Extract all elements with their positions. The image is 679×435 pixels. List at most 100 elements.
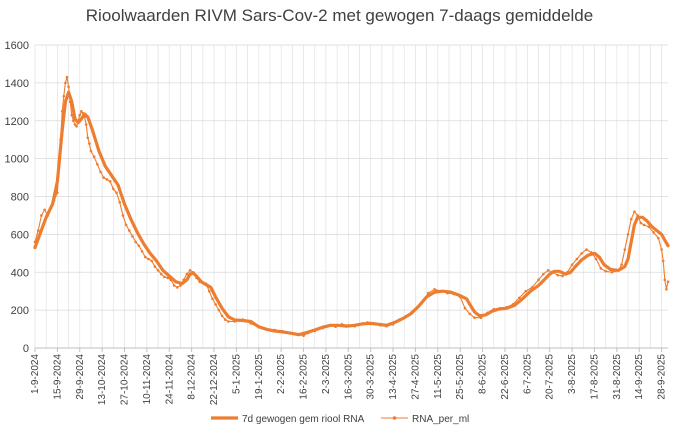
data-point-rna-per-ml — [96, 163, 99, 166]
data-point-rna-per-ml — [604, 270, 607, 273]
legend-label-7d-gewogen: 7d gewogen gem riool RNA — [242, 414, 365, 425]
data-point-rna-per-ml — [223, 318, 227, 321]
x-tick-label: 8-6-2025 — [478, 354, 489, 394]
data-point-rna-per-ml — [75, 125, 78, 128]
y-tick-label: 1600 — [5, 40, 29, 52]
data-point-rna-per-ml — [163, 275, 166, 279]
data-point-rna-per-ml — [463, 306, 467, 310]
data-point-rna-per-ml — [112, 187, 115, 191]
data-point-rna-per-ml — [585, 248, 588, 251]
x-tick-label: 31-8-2025 — [612, 354, 623, 400]
data-point-rna-per-ml — [143, 255, 147, 259]
x-tick-label: 17-8-2025 — [589, 354, 600, 400]
data-point-rna-per-ml — [575, 257, 579, 261]
data-point-rna-per-ml — [661, 259, 665, 263]
data-point-rna-per-ml — [88, 142, 91, 145]
series-layer — [33, 75, 670, 337]
data-point-rna-per-ml — [134, 240, 138, 244]
data-point-rna-per-ml — [64, 81, 67, 85]
data-point-rna-per-ml — [663, 278, 667, 282]
y-tick-label: 1200 — [5, 116, 29, 128]
data-point-rna-per-ml — [220, 314, 224, 318]
data-point-rna-per-ml — [518, 296, 521, 300]
x-tick-label: 11-5-2025 — [433, 354, 444, 399]
data-point-rna-per-ml — [62, 94, 66, 98]
data-point-rna-per-ml — [105, 178, 109, 181]
data-point-rna-per-ml — [80, 109, 83, 113]
data-point-rna-per-ml — [137, 244, 141, 248]
x-tick-label: 10-11-2024 — [142, 354, 153, 405]
data-point-rna-per-ml — [40, 214, 43, 217]
data-point-rna-per-ml — [207, 289, 211, 293]
x-tick-label: 15-9-2024 — [52, 354, 63, 400]
data-point-rna-per-ml — [657, 236, 660, 240]
data-point-rna-per-ml — [626, 233, 630, 236]
data-point-rna-per-ml — [599, 267, 603, 270]
data-point-rna-per-ml — [115, 191, 118, 195]
data-point-rna-per-ml — [629, 217, 633, 221]
data-point-rna-per-ml — [561, 274, 564, 278]
data-point-rna-per-ml — [175, 286, 179, 289]
data-point-rna-per-ml — [623, 248, 627, 251]
data-point-rna-per-ml — [70, 113, 74, 117]
x-tick-label: 8-12-2024 — [187, 354, 198, 400]
x-tick-label: 14-9-2025 — [634, 354, 645, 400]
data-point-rna-per-ml — [188, 269, 192, 272]
data-point-rna-per-ml — [92, 155, 96, 159]
legend-label-rna-per-ml: RNA_per_ml — [412, 414, 469, 425]
data-point-rna-per-ml — [156, 269, 160, 272]
data-point-rna-per-ml — [99, 170, 102, 174]
x-tick-label: 27-10-2024 — [120, 354, 131, 406]
data-point-rna-per-ml — [468, 312, 472, 316]
series-line-rna-per-ml — [34, 77, 669, 337]
data-point-rna-per-ml — [118, 200, 122, 204]
chart-title: Rioolwaarden RIVM Sars-Cov-2 met gewogen… — [85, 6, 594, 25]
data-point-rna-per-ml — [65, 75, 69, 79]
x-tick-label: 3-8-2025 — [567, 354, 578, 394]
x-tick-label: 2-3-2025 — [321, 354, 332, 394]
x-tick-label: 5-1-2025 — [231, 354, 242, 394]
data-point-rna-per-ml — [67, 85, 70, 88]
x-tick-label: 24-11-2024 — [164, 354, 175, 405]
x-tick-label: 27-4-2025 — [410, 354, 421, 400]
data-point-rna-per-ml — [121, 214, 125, 217]
data-point-rna-per-ml — [166, 276, 169, 280]
data-point-rna-per-ml — [73, 123, 77, 126]
data-point-rna-per-ml — [546, 269, 550, 272]
data-point-rna-per-ml — [128, 229, 131, 232]
data-point-rna-per-ml — [227, 320, 230, 323]
y-tick-label: 600 — [11, 229, 29, 241]
gridlines — [34, 44, 668, 349]
data-point-rna-per-ml — [147, 257, 150, 261]
data-point-rna-per-ml — [620, 263, 623, 266]
data-point-rna-per-ml — [131, 234, 134, 238]
data-point-rna-per-ml — [159, 272, 163, 276]
x-tick-label: 16-3-2025 — [343, 354, 354, 400]
x-tick-label: 20-7-2025 — [545, 354, 556, 400]
data-point-rna-per-ml — [570, 263, 574, 266]
data-point-rna-per-ml — [84, 123, 88, 126]
data-point-rna-per-ml — [524, 289, 528, 293]
data-point-rna-per-ml — [633, 210, 636, 213]
legend-marker-rna-per-ml — [392, 416, 397, 420]
data-point-rna-per-ml — [140, 250, 144, 253]
data-point-rna-per-ml — [556, 273, 560, 277]
x-tick-label: 25-5-2025 — [455, 354, 466, 400]
x-tick-label: 28-9-2025 — [657, 354, 668, 400]
data-point-rna-per-ml — [594, 257, 598, 261]
x-tick-label: 6-7-2025 — [522, 354, 533, 394]
data-point-rna-per-ml — [665, 287, 668, 291]
y-tick-label: 800 — [11, 192, 29, 204]
data-point-rna-per-ml — [473, 316, 476, 320]
y-tick-label: 1000 — [5, 154, 29, 166]
data-point-rna-per-ml — [89, 149, 93, 153]
x-tick-label: 22-12-2024 — [209, 354, 220, 406]
y-tick-label: 200 — [11, 305, 29, 317]
data-point-rna-per-ml — [217, 308, 221, 312]
x-tick-label: 13-10-2024 — [97, 354, 108, 406]
data-point-rna-per-ml — [542, 272, 545, 276]
data-point-rna-per-ml — [172, 284, 176, 287]
data-point-rna-per-ml — [214, 303, 217, 306]
x-tick-label: 2-2-2025 — [276, 354, 287, 394]
